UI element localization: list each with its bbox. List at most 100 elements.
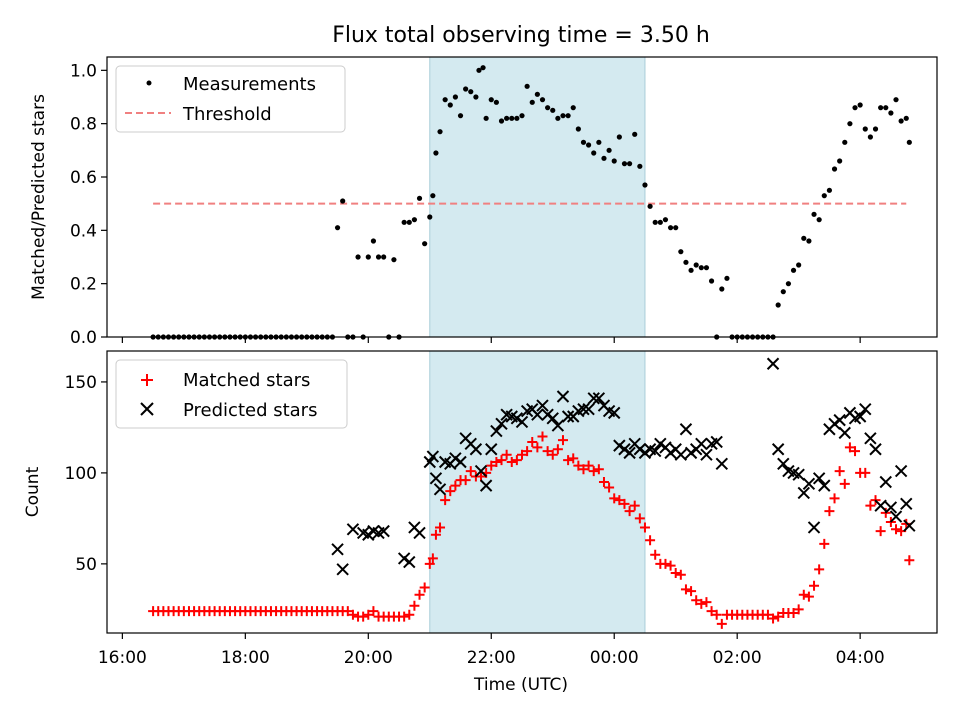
- measurement-point: [476, 67, 482, 73]
- predicted-star-point: [531, 408, 544, 421]
- matched-star-point: [522, 446, 533, 457]
- measurement-point: [878, 105, 884, 111]
- measurement-point: [698, 265, 704, 271]
- matched-star-point: [834, 466, 845, 477]
- matched-star-point: [762, 609, 773, 620]
- predicted-star-point: [536, 399, 549, 412]
- predicted-star-point: [479, 479, 493, 492]
- predicted-star-point: [556, 390, 570, 403]
- measurement-point: [667, 225, 674, 231]
- predicted-star-point: [879, 475, 892, 489]
- matched-star-point: [440, 495, 451, 506]
- matched-star-point: [573, 460, 584, 471]
- measurement-point: [555, 115, 561, 121]
- predicted-star-point: [454, 455, 467, 469]
- top-panel: 0.0 0.2 0.4 0.6 0.8 1.0 Matched/Predicted sta…: [29, 56, 938, 348]
- measurement-point: [381, 254, 387, 260]
- predicted-star-point: [474, 464, 488, 478]
- matched-star-point: [424, 558, 435, 569]
- predicted-star-point: [777, 457, 790, 471]
- predicted-star-point: [889, 510, 903, 523]
- measurement-point: [821, 193, 827, 199]
- matched-star-point: [517, 449, 527, 460]
- matched-star-point: [496, 455, 507, 466]
- predicted-star-point: [695, 437, 708, 450]
- top-y-tick-label: 1.0: [70, 61, 97, 81]
- matched-star-point: [604, 482, 615, 493]
- matched-star-point: [506, 456, 517, 467]
- x-tick-label: 16:00: [98, 648, 147, 668]
- matched-star-point: [460, 475, 471, 486]
- legend-measurements-marker: [146, 80, 152, 86]
- measurement-point: [775, 302, 781, 308]
- matched-star-point: [904, 555, 915, 566]
- measurement-point: [790, 267, 797, 273]
- matched-star-point: [614, 495, 625, 506]
- measurement-point: [847, 121, 853, 127]
- measurement-point: [586, 142, 592, 148]
- chart-title: Flux total observing time = 3.50 h: [332, 23, 710, 48]
- measurement-point: [480, 65, 486, 71]
- measurement-point: [826, 187, 833, 193]
- measurement-point: [673, 225, 679, 231]
- top-y-tick-label: 0.2: [70, 275, 97, 295]
- measurement-point: [370, 238, 377, 244]
- measurement-point: [862, 126, 868, 132]
- predicted-star-point: [397, 552, 411, 565]
- matched-star-point: [701, 597, 712, 608]
- measurement-point: [430, 193, 436, 199]
- measurement-point: [447, 102, 453, 108]
- measurement-point: [642, 182, 648, 188]
- top-y-tick-label: 0.4: [70, 221, 97, 241]
- measurement-point: [463, 86, 469, 92]
- predicted-star-point: [633, 443, 647, 456]
- measurement-point: [411, 217, 418, 223]
- measurement-point: [452, 94, 458, 100]
- measurement-point: [591, 150, 597, 156]
- measurement-point: [780, 289, 786, 295]
- matched-star-point: [639, 522, 650, 533]
- predicted-star-point: [608, 406, 621, 420]
- measurement-point: [534, 91, 540, 97]
- measurement-point: [391, 257, 397, 263]
- predicted-star-point: [797, 486, 810, 500]
- predicted-star-point: [674, 448, 688, 461]
- top-legend: Measurements Threshold: [115, 65, 346, 133]
- measurement-point: [703, 265, 710, 271]
- measurement-point: [375, 254, 382, 260]
- matched-star-point: [445, 486, 456, 497]
- top-y-tick-label: 0.8: [70, 115, 97, 135]
- predicted-star-point: [792, 468, 805, 481]
- matched-star-point: [865, 500, 876, 511]
- measurement-point: [611, 158, 617, 164]
- predicted-star-point: [884, 501, 898, 514]
- matched-star-point: [798, 589, 809, 600]
- bottom-panel: 50 100 150 16:00 18:00 20:00 22:00 00:00 02:00 0…: [23, 350, 938, 695]
- predicted-star-point: [577, 403, 590, 416]
- predicted-star-point: [362, 528, 375, 541]
- measurement-point: [632, 131, 638, 137]
- measurement-point: [433, 150, 439, 156]
- matched-star-point: [414, 589, 425, 600]
- matched-star-point: [809, 580, 820, 591]
- predicted-star-point: [551, 419, 565, 432]
- x-tick-label: 20:00: [344, 648, 393, 668]
- x-tick-label: 00:00: [590, 648, 639, 668]
- matched-star-point: [814, 564, 825, 575]
- measurement-point: [529, 99, 535, 105]
- measurement-point: [355, 254, 361, 260]
- predicted-star-point: [346, 523, 360, 536]
- bottom-legend: Matched stars Predicted stars: [115, 359, 348, 429]
- matched-star-point: [686, 586, 697, 597]
- measurement-point: [652, 219, 658, 225]
- measurement-point: [545, 105, 551, 111]
- matched-star-point: [824, 506, 835, 517]
- matched-star-point: [547, 449, 558, 460]
- matched-star-point: [578, 464, 589, 475]
- measurement-point: [903, 115, 909, 121]
- measurement-point: [883, 105, 889, 111]
- measurement-point: [837, 158, 843, 164]
- measurement-point: [816, 217, 822, 223]
- predicted-star-point: [900, 497, 913, 511]
- predicted-star-point: [812, 472, 826, 485]
